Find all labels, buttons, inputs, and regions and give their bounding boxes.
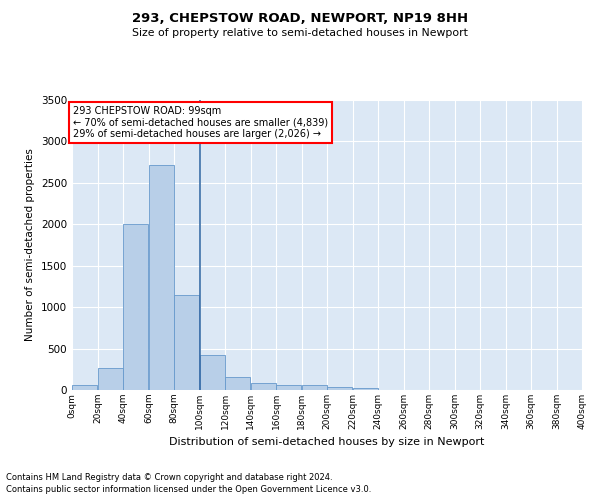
- X-axis label: Distribution of semi-detached houses by size in Newport: Distribution of semi-detached houses by …: [169, 438, 485, 448]
- Text: Contains HM Land Registry data © Crown copyright and database right 2024.: Contains HM Land Registry data © Crown c…: [6, 474, 332, 482]
- Text: Contains public sector information licensed under the Open Government Licence v3: Contains public sector information licen…: [6, 485, 371, 494]
- Bar: [353, 388, 377, 390]
- Bar: [98, 368, 122, 390]
- Bar: [277, 384, 301, 390]
- Bar: [149, 164, 173, 390]
- Bar: [175, 294, 199, 390]
- Bar: [200, 355, 224, 390]
- Text: 293, CHEPSTOW ROAD, NEWPORT, NP19 8HH: 293, CHEPSTOW ROAD, NEWPORT, NP19 8HH: [132, 12, 468, 26]
- Bar: [328, 386, 352, 390]
- Text: 293 CHEPSTOW ROAD: 99sqm
← 70% of semi-detached houses are smaller (4,839)
29% o: 293 CHEPSTOW ROAD: 99sqm ← 70% of semi-d…: [73, 106, 328, 139]
- Text: Size of property relative to semi-detached houses in Newport: Size of property relative to semi-detach…: [132, 28, 468, 38]
- Bar: [302, 385, 326, 390]
- Bar: [251, 382, 275, 390]
- Bar: [124, 224, 148, 390]
- Y-axis label: Number of semi-detached properties: Number of semi-detached properties: [25, 148, 35, 342]
- Bar: [73, 386, 97, 390]
- Bar: [226, 377, 250, 390]
